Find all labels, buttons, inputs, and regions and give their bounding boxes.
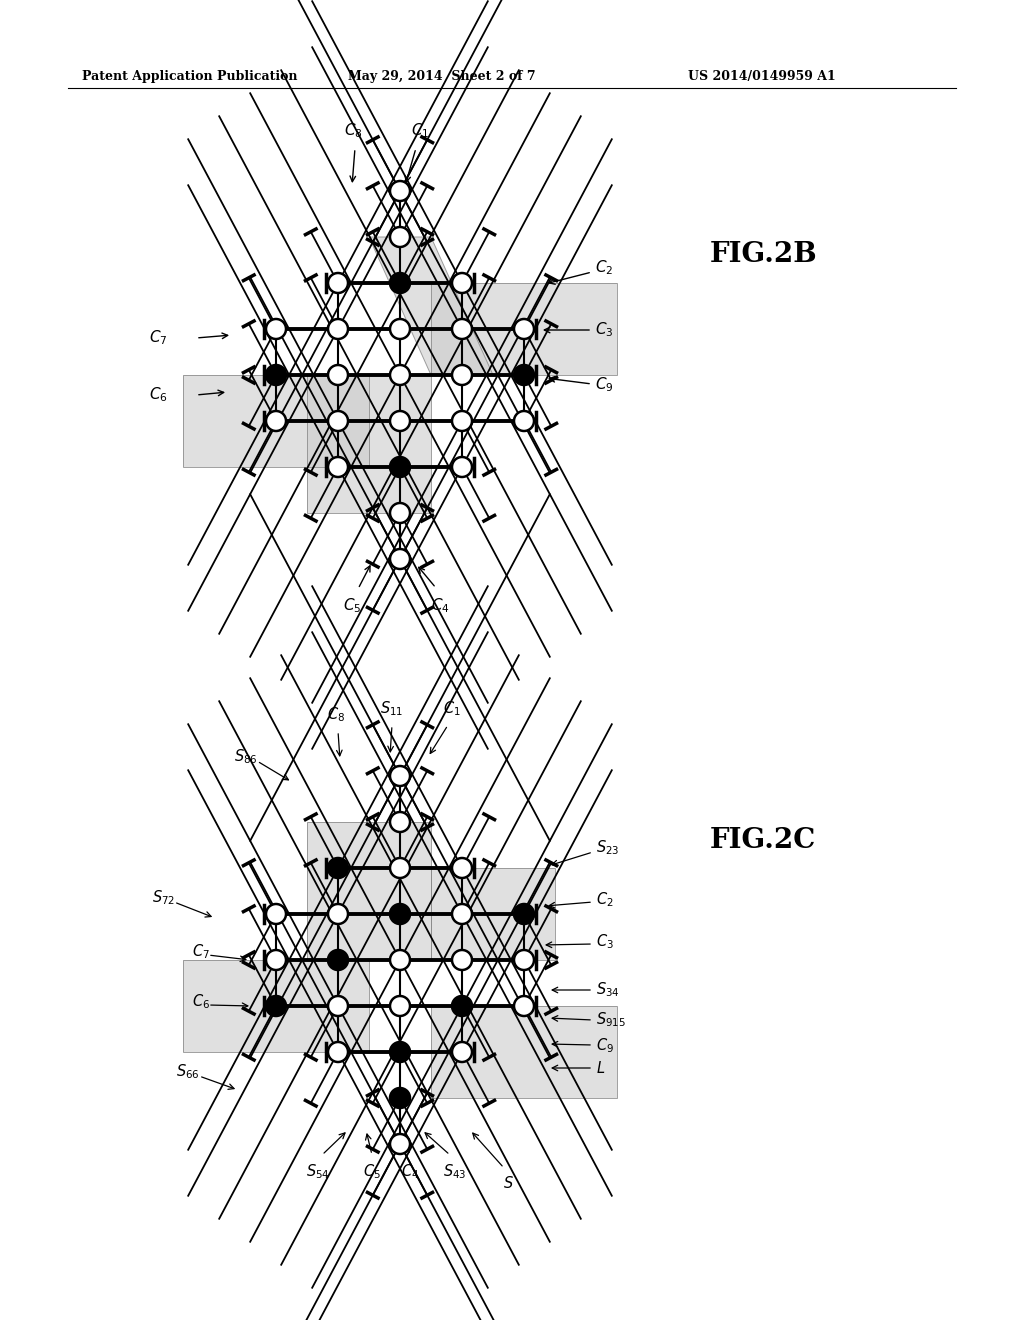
Circle shape — [390, 319, 410, 339]
Circle shape — [452, 904, 472, 924]
Text: $C_3$: $C_3$ — [596, 933, 613, 952]
Circle shape — [452, 858, 472, 878]
Text: $C_4$: $C_4$ — [401, 1162, 419, 1180]
Text: $S_{66}$: $S_{66}$ — [176, 1063, 200, 1081]
Polygon shape — [307, 822, 431, 960]
Text: $C_5$: $C_5$ — [343, 597, 361, 615]
Text: $S_{23}$: $S_{23}$ — [596, 838, 620, 858]
Polygon shape — [431, 1006, 617, 1098]
Circle shape — [514, 366, 534, 385]
Polygon shape — [183, 375, 369, 467]
Text: $C_5$: $C_5$ — [364, 1162, 381, 1180]
Text: $C_6$: $C_6$ — [150, 385, 168, 404]
Circle shape — [328, 457, 348, 477]
Circle shape — [328, 950, 348, 970]
Text: $C_7$: $C_7$ — [150, 329, 168, 347]
Circle shape — [390, 812, 410, 832]
Circle shape — [452, 319, 472, 339]
Polygon shape — [307, 375, 431, 513]
Circle shape — [452, 1041, 472, 1063]
Polygon shape — [183, 960, 369, 1052]
Circle shape — [328, 366, 348, 385]
Circle shape — [390, 273, 410, 293]
Circle shape — [390, 950, 410, 970]
Text: $S_{11}$: $S_{11}$ — [380, 700, 403, 718]
Text: $C_2$: $C_2$ — [596, 891, 613, 909]
Circle shape — [390, 411, 410, 432]
Circle shape — [390, 366, 410, 385]
Text: May 29, 2014  Sheet 2 of 7: May 29, 2014 Sheet 2 of 7 — [348, 70, 536, 83]
Text: $C_9$: $C_9$ — [596, 1036, 614, 1056]
Text: $S$: $S$ — [503, 1175, 513, 1191]
Text: $C_4$: $C_4$ — [431, 597, 450, 615]
Circle shape — [452, 997, 472, 1016]
Circle shape — [328, 858, 348, 878]
Text: FIG.2B: FIG.2B — [710, 242, 817, 268]
Circle shape — [390, 457, 410, 477]
Circle shape — [328, 319, 348, 339]
Circle shape — [452, 411, 472, 432]
Circle shape — [514, 411, 534, 432]
Circle shape — [390, 503, 410, 523]
Circle shape — [266, 411, 286, 432]
Circle shape — [390, 858, 410, 878]
Circle shape — [452, 950, 472, 970]
Circle shape — [390, 1134, 410, 1154]
Circle shape — [514, 904, 534, 924]
Circle shape — [328, 411, 348, 432]
Circle shape — [514, 997, 534, 1016]
Circle shape — [328, 273, 348, 293]
Text: $C_1$: $C_1$ — [443, 700, 461, 718]
Circle shape — [266, 950, 286, 970]
Circle shape — [452, 457, 472, 477]
Circle shape — [452, 273, 472, 293]
Circle shape — [328, 1041, 348, 1063]
Text: $C_6$: $C_6$ — [191, 993, 210, 1011]
Circle shape — [390, 1088, 410, 1107]
Text: Patent Application Publication: Patent Application Publication — [82, 70, 298, 83]
Circle shape — [390, 904, 410, 924]
Circle shape — [328, 904, 348, 924]
Text: $S_{72}$: $S_{72}$ — [152, 888, 175, 907]
Text: $C_9$: $C_9$ — [595, 376, 613, 395]
Text: $S_{34}$: $S_{34}$ — [596, 981, 620, 999]
Text: $S_{86}$: $S_{86}$ — [234, 747, 258, 767]
Circle shape — [328, 997, 348, 1016]
Text: $S_{43}$: $S_{43}$ — [443, 1162, 467, 1180]
Text: $L$: $L$ — [596, 1060, 605, 1076]
Polygon shape — [431, 869, 555, 960]
Circle shape — [266, 997, 286, 1016]
Text: $C_8$: $C_8$ — [327, 705, 345, 723]
Polygon shape — [431, 282, 617, 375]
Circle shape — [266, 319, 286, 339]
Circle shape — [266, 904, 286, 924]
Circle shape — [452, 366, 472, 385]
Text: $S_{915}$: $S_{915}$ — [596, 1011, 626, 1030]
Text: $C_1$: $C_1$ — [411, 121, 429, 140]
Circle shape — [514, 319, 534, 339]
Text: US 2014/0149959 A1: US 2014/0149959 A1 — [688, 70, 836, 83]
Circle shape — [390, 766, 410, 785]
Circle shape — [390, 227, 410, 247]
Circle shape — [390, 1041, 410, 1063]
Text: $C_3$: $C_3$ — [595, 321, 613, 339]
Circle shape — [266, 366, 286, 385]
Circle shape — [390, 997, 410, 1016]
Polygon shape — [369, 238, 493, 375]
Circle shape — [514, 950, 534, 970]
Text: FIG.2C: FIG.2C — [710, 826, 816, 854]
Text: $C_8$: $C_8$ — [344, 121, 362, 140]
Circle shape — [390, 549, 410, 569]
Text: $C_7$: $C_7$ — [193, 942, 210, 961]
Text: $C_2$: $C_2$ — [595, 259, 613, 277]
Text: $S_{54}$: $S_{54}$ — [306, 1162, 330, 1180]
Circle shape — [390, 181, 410, 201]
